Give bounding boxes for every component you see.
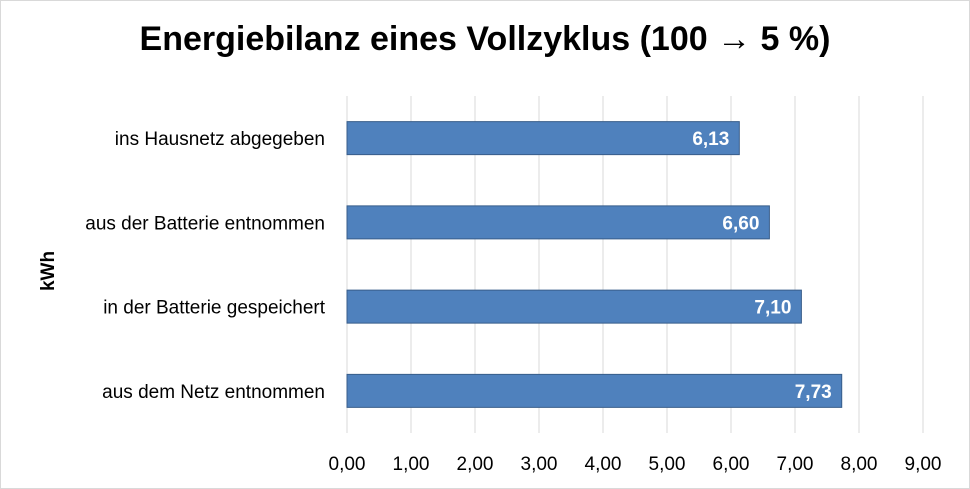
category-label: aus dem Netz entnommen — [102, 382, 325, 403]
category-label: aus der Batterie entnommen — [85, 213, 325, 234]
data-label: 7,10 — [754, 298, 791, 319]
x-tick-label: 6,00 — [713, 454, 750, 475]
x-tick-label: 2,00 — [457, 454, 494, 475]
bar — [346, 289, 802, 324]
x-tick-label: 5,00 — [649, 454, 686, 475]
x-tick-label: 8,00 — [841, 454, 878, 475]
y-axis-label: kWh — [38, 251, 59, 291]
chart-title: Energiebilanz eines Vollzyklus (100 → 5 … — [139, 20, 831, 58]
x-tick-label: 4,00 — [585, 454, 622, 475]
x-tick-label: 3,00 — [521, 454, 558, 475]
data-label: 7,73 — [795, 382, 832, 403]
bar — [346, 121, 740, 156]
bar — [346, 373, 843, 408]
category-label: ins Hausnetz abgegeben — [115, 129, 325, 150]
data-label: 6,60 — [722, 213, 759, 234]
x-tick-labels: 0,00 1,00 2,00 3,00 4,00 5,00 6,00 7,00 8,00 9,00 — [329, 454, 942, 475]
x-tick-label: 1,00 — [393, 454, 430, 475]
data-label: 6,13 — [692, 129, 729, 150]
category-labels: ins Hausnetz abgegeben aus der Batterie e… — [85, 129, 325, 403]
bars: 6,13 6,60 7,10 7,73 — [346, 121, 843, 408]
x-tick-label: 9,00 — [905, 454, 942, 475]
bar — [346, 205, 770, 240]
category-label: in der Batterie gespeichert — [103, 298, 326, 319]
x-tick-label: 0,00 — [329, 454, 366, 475]
x-tick-label: 7,00 — [777, 454, 814, 475]
